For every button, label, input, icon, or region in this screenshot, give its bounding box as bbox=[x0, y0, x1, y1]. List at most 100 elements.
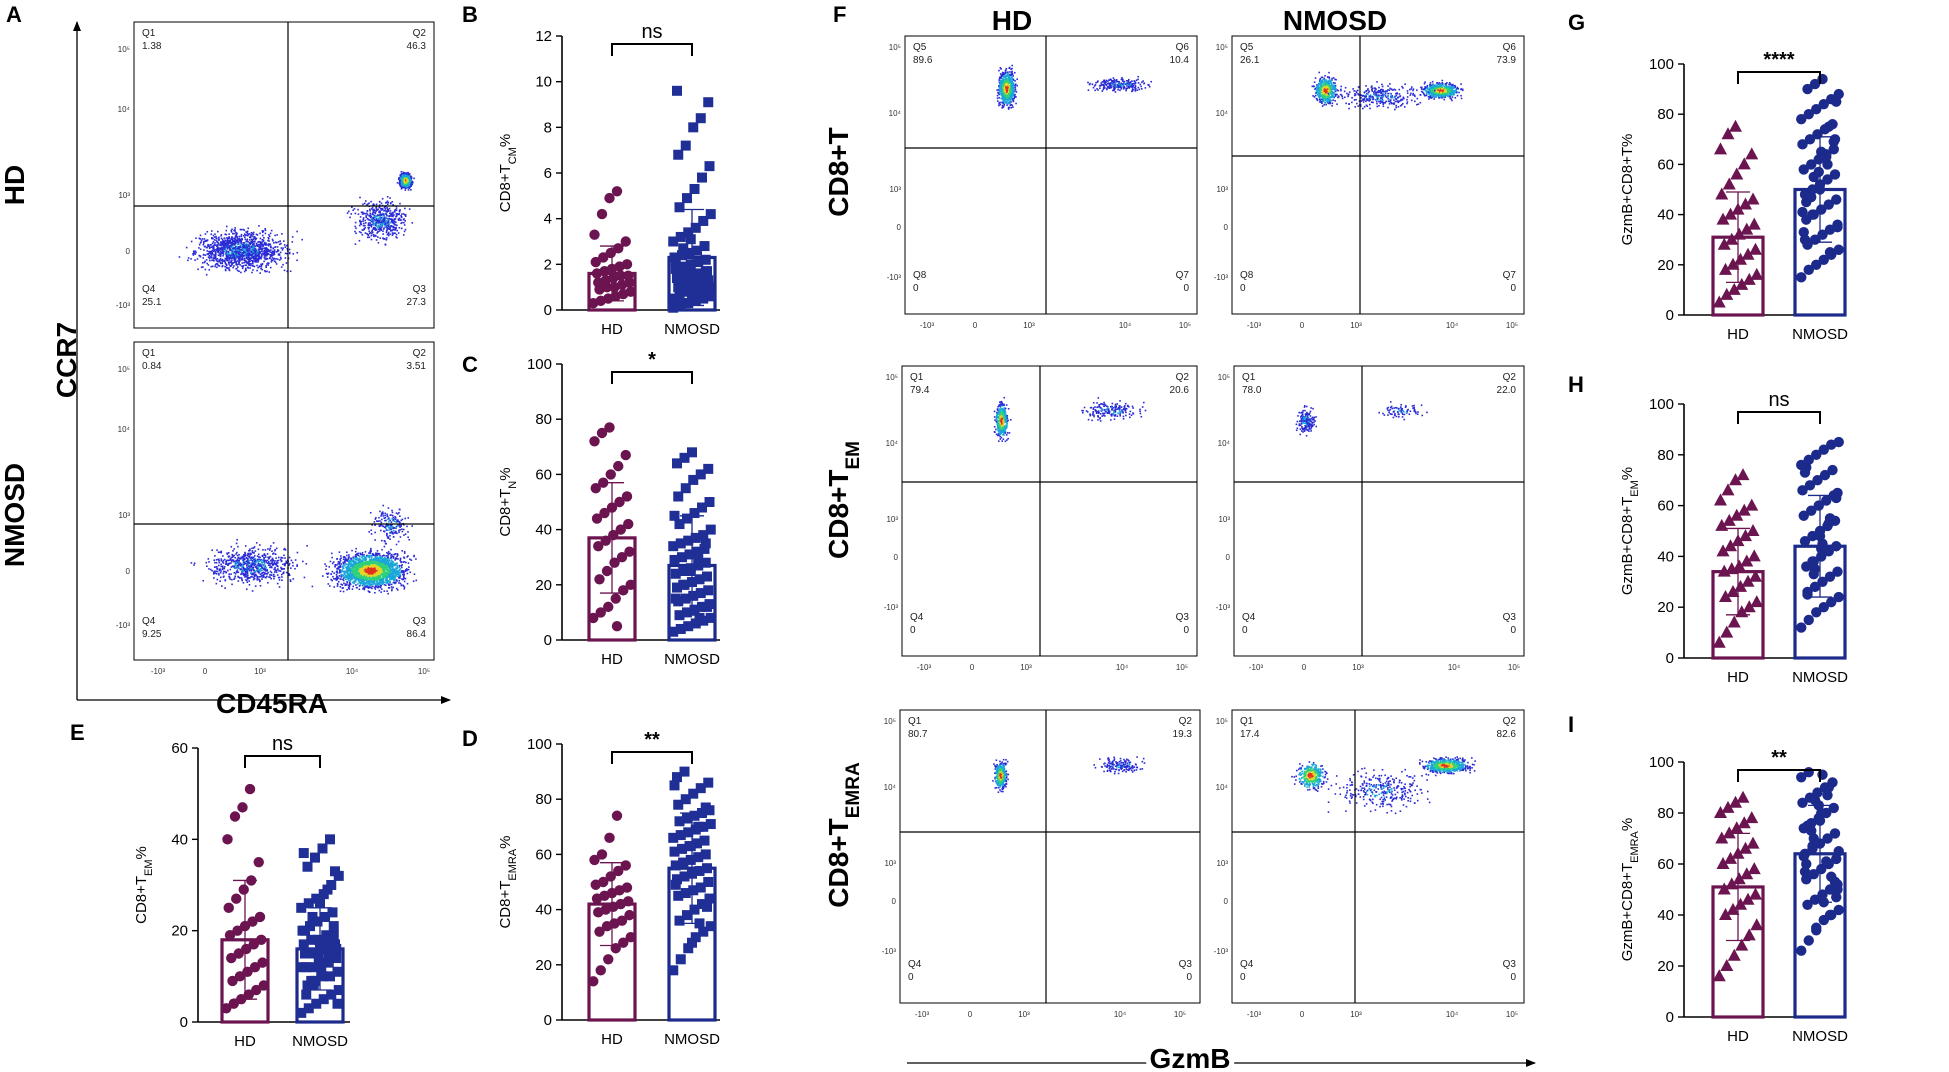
cell-event bbox=[220, 234, 222, 237]
cell-event bbox=[376, 220, 379, 222]
cell-event bbox=[256, 576, 259, 579]
cell-event bbox=[235, 252, 237, 255]
cell-event bbox=[194, 253, 197, 255]
cell-event bbox=[272, 258, 275, 260]
cell-event bbox=[354, 558, 357, 561]
cell-event bbox=[366, 210, 369, 212]
cell-event bbox=[242, 257, 244, 260]
cell-event bbox=[349, 583, 352, 586]
cell-event bbox=[403, 572, 405, 574]
cell-event bbox=[367, 226, 370, 229]
cell-event bbox=[395, 557, 397, 559]
cell-event bbox=[262, 564, 264, 566]
cell-event bbox=[367, 572, 370, 575]
cell-event bbox=[373, 578, 375, 580]
cell-event bbox=[399, 559, 402, 562]
cell-event bbox=[388, 574, 391, 577]
cell-event bbox=[392, 222, 395, 224]
cell-event bbox=[242, 570, 245, 573]
cell-event bbox=[382, 213, 385, 216]
cell-event bbox=[356, 566, 358, 569]
cell-event bbox=[261, 244, 263, 246]
cell-event bbox=[261, 250, 263, 252]
cell-event bbox=[378, 561, 381, 564]
cell-event bbox=[216, 249, 218, 251]
cell-event bbox=[370, 200, 372, 203]
cell-event bbox=[379, 556, 381, 558]
cell-event bbox=[406, 175, 408, 178]
cell-event bbox=[269, 232, 272, 235]
cell-event bbox=[207, 256, 210, 258]
cell-event bbox=[253, 576, 255, 579]
cell-event bbox=[255, 575, 258, 577]
cell-event bbox=[404, 215, 407, 217]
cell-event bbox=[402, 578, 405, 580]
cell-event bbox=[367, 575, 369, 578]
cell-event bbox=[240, 235, 243, 238]
cell-event bbox=[255, 542, 258, 544]
cell-event bbox=[358, 585, 361, 587]
cell-event bbox=[231, 250, 234, 253]
cell-event bbox=[241, 246, 243, 249]
cell-event bbox=[364, 564, 367, 566]
cell-event bbox=[373, 215, 376, 218]
cell-event bbox=[346, 554, 348, 557]
cell-event bbox=[234, 248, 237, 251]
cell-event bbox=[249, 254, 251, 257]
cell-event bbox=[247, 253, 250, 255]
cell-event bbox=[257, 548, 260, 551]
cell-event bbox=[261, 253, 263, 256]
cell-event bbox=[266, 251, 268, 253]
cell-event bbox=[380, 567, 382, 570]
cell-event bbox=[216, 251, 219, 253]
cell-event bbox=[347, 578, 349, 580]
cell-event bbox=[381, 567, 384, 570]
cell-event bbox=[270, 545, 272, 547]
cell-event bbox=[351, 572, 354, 574]
cell-event bbox=[403, 224, 406, 226]
cell-event bbox=[387, 231, 390, 234]
cell-event bbox=[378, 230, 381, 232]
cell-event bbox=[378, 201, 381, 203]
cell-event bbox=[261, 571, 264, 574]
cell-event bbox=[367, 566, 370, 569]
cell-event bbox=[224, 265, 226, 268]
cell-event bbox=[324, 563, 326, 565]
cell-event bbox=[396, 553, 399, 555]
cell-event bbox=[251, 253, 254, 256]
cell-event bbox=[377, 576, 380, 579]
cell-event bbox=[230, 246, 233, 248]
cell-event bbox=[396, 573, 399, 575]
cell-event bbox=[359, 576, 362, 579]
cell-event bbox=[269, 570, 272, 573]
cell-event bbox=[222, 246, 225, 248]
cell-event bbox=[385, 555, 387, 557]
cell-event bbox=[357, 567, 359, 570]
cell-event bbox=[237, 263, 240, 265]
cell-event bbox=[257, 255, 260, 257]
cell-event bbox=[407, 189, 410, 191]
cell-event bbox=[377, 583, 380, 586]
cell-event bbox=[346, 580, 348, 583]
cell-event bbox=[244, 238, 247, 241]
cell-event bbox=[255, 233, 258, 236]
cell-event bbox=[335, 570, 338, 573]
cell-event bbox=[265, 257, 267, 259]
cell-event bbox=[263, 254, 265, 256]
cell-event bbox=[373, 569, 376, 572]
cell-event bbox=[361, 577, 363, 580]
cell-event bbox=[230, 252, 233, 254]
cell-event bbox=[376, 550, 379, 552]
cell-event bbox=[330, 578, 332, 581]
cell-event bbox=[372, 222, 375, 225]
cell-event bbox=[402, 180, 404, 183]
cell-event bbox=[397, 573, 400, 575]
cell-event bbox=[408, 173, 411, 175]
cell-event bbox=[236, 558, 239, 561]
cell-event bbox=[269, 249, 272, 251]
cell-event bbox=[349, 563, 352, 565]
cell-event bbox=[259, 246, 262, 249]
cell-event bbox=[211, 250, 213, 252]
cell-event bbox=[389, 573, 392, 575]
cell-event bbox=[366, 581, 368, 583]
